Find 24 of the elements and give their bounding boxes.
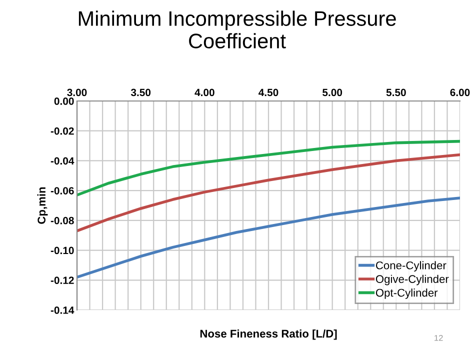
x-tick-label: 4.50 — [258, 88, 278, 96]
y-tick-label: 0.00 — [54, 98, 74, 105]
legend-label: Opt-Cylinder — [376, 288, 438, 299]
x-tick-label: 3.50 — [130, 88, 151, 96]
x-tick-label: 3.00 — [67, 88, 87, 96]
y-tick-label: -0.04 — [50, 157, 74, 165]
x-tick-label: 5.50 — [386, 88, 406, 96]
legend-label: Ogive-Cylinder — [376, 274, 449, 286]
line-series — [77, 153, 460, 232]
x-tick-label: 4.00 — [194, 88, 214, 96]
y-tick-label: -0.02 — [50, 127, 74, 135]
y-axis-title: Cp,min — [37, 187, 48, 224]
x-tick-label: 6.00 — [450, 88, 470, 96]
chart-title: Minimum Incompressible Pressure Coefficient — [78, 10, 396, 48]
text: 12 — [434, 334, 443, 341]
y-tick-label: -0.12 — [50, 276, 74, 284]
x-tick-label: 5.00 — [322, 88, 342, 96]
y-tick-label: -0.08 — [50, 216, 74, 224]
y-tick-label: -0.10 — [50, 246, 74, 254]
x-axis-title: Nose Fineness Ratio [L/D] — [200, 329, 337, 340]
y-tick-label: -0.06 — [50, 187, 74, 194]
line-series — [77, 140, 460, 196]
y-tick-label: -0.14 — [50, 306, 74, 314]
legend-label: Cone-Cylinder — [376, 261, 446, 272]
